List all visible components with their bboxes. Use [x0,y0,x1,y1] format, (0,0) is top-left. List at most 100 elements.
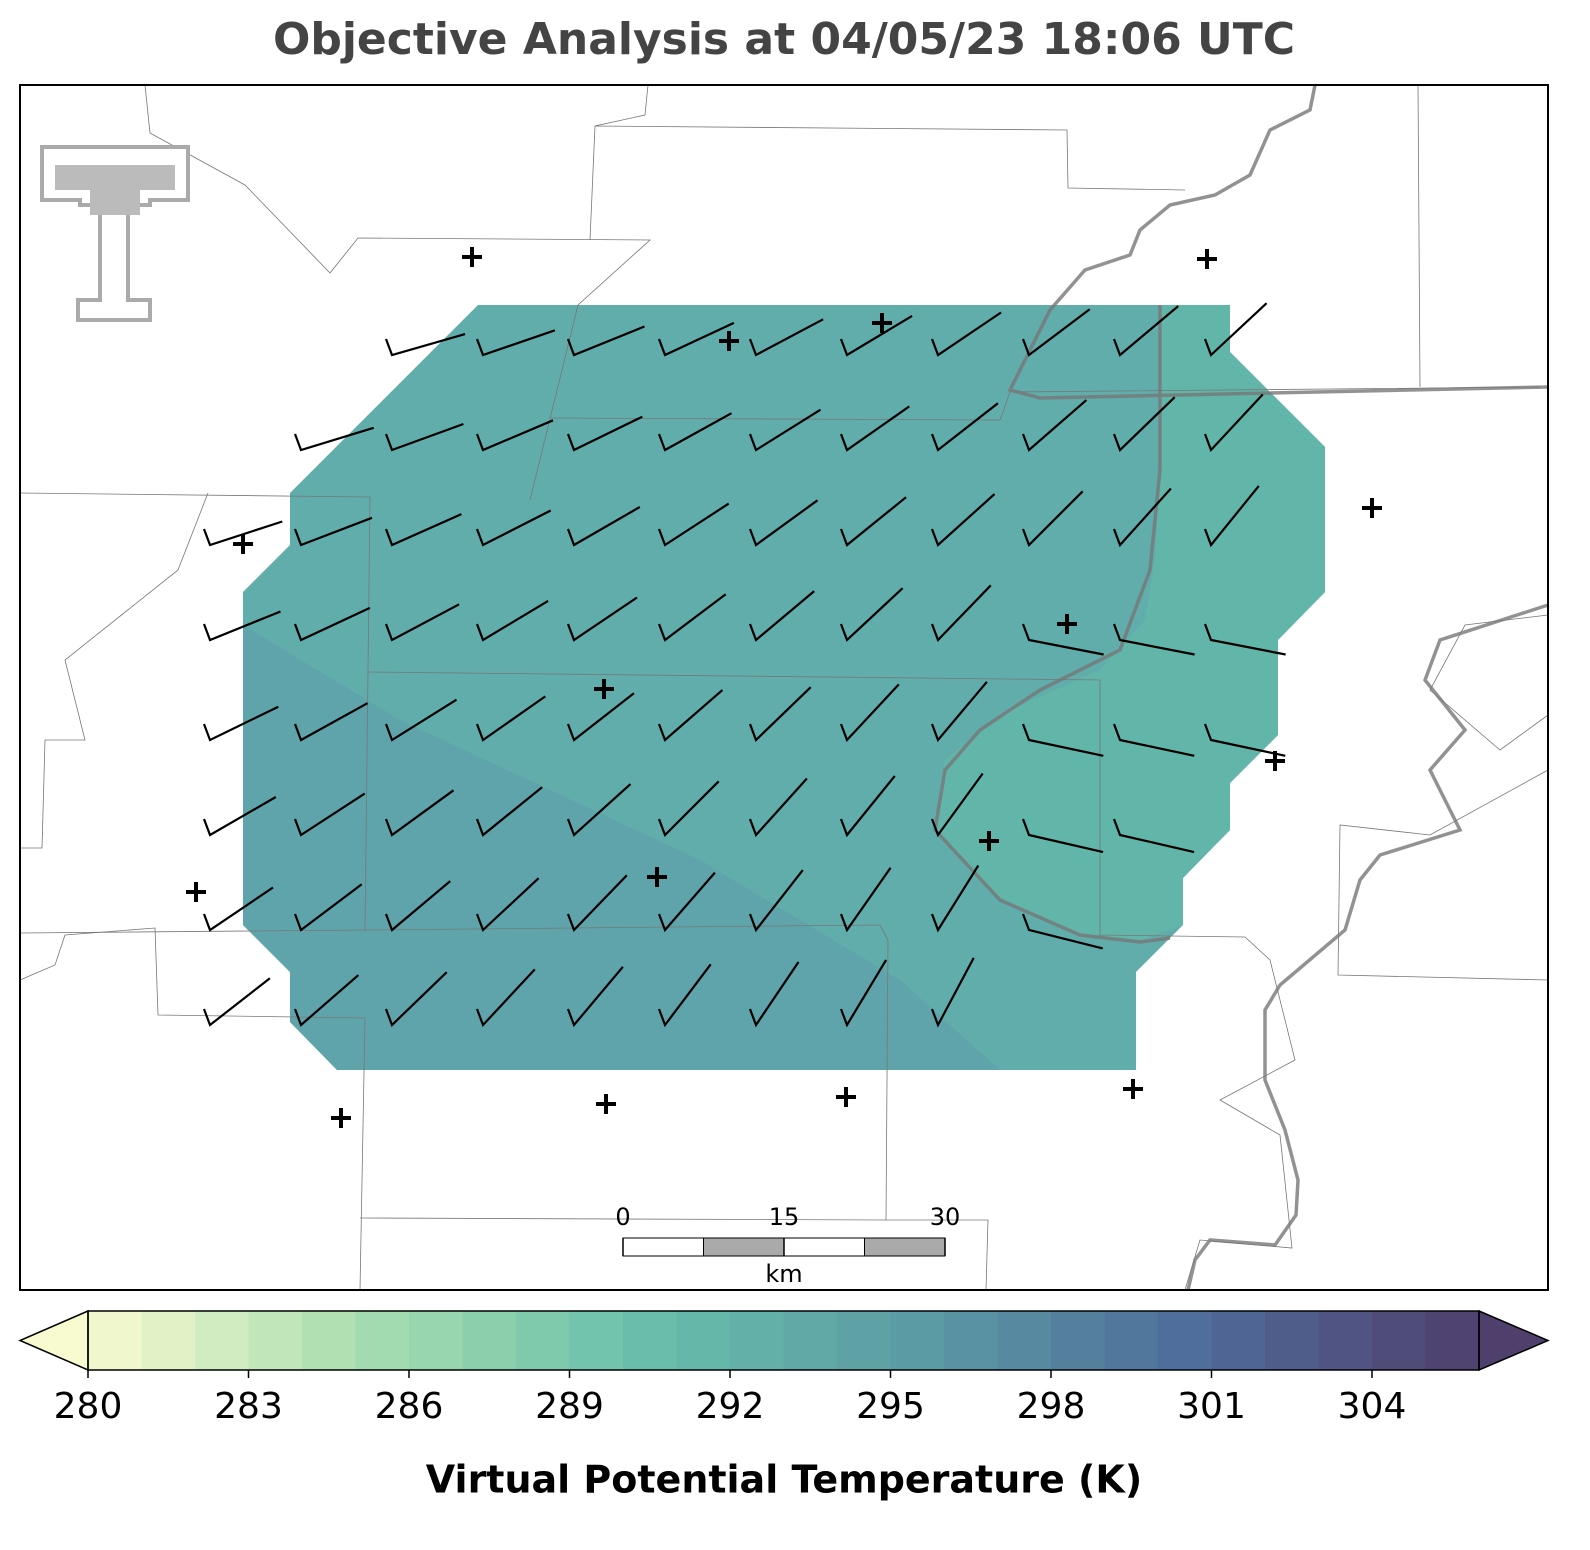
wind-barb [657,963,712,1028]
wind-barb [293,516,373,547]
wind-barb [475,329,556,357]
colorbar-bin [88,1311,142,1370]
wind-barb [566,874,628,933]
wind-barb [1203,302,1268,357]
map-frame [19,84,1549,1291]
colorbar-bin [730,1311,784,1370]
station [186,882,206,902]
wind-barb [1112,305,1179,357]
wind-barb [748,318,824,357]
colorbar-bin [837,1311,891,1370]
analysis-field-cool [243,625,1000,1070]
colorbar-bin [1051,1311,1105,1370]
colorbar-bin [302,1311,356,1370]
wind-barb [475,419,554,452]
wind-barb [930,493,996,547]
wind-barb [202,886,274,932]
colorbar-tick-label: 283 [214,1386,283,1427]
colorbar-tick-label: 289 [535,1386,604,1427]
wind-barb [657,689,724,742]
logo [40,145,190,322]
scale-bar: 0 15 30 km [615,1203,960,1288]
wind-barb [839,959,888,1028]
colorbar-tick-label: 292 [696,1386,765,1427]
wind-barb [1112,818,1195,854]
wind-barb [1021,723,1104,757]
colorbar-bin [1425,1311,1480,1370]
colorbar-bin [409,1311,463,1370]
wind-barb [839,587,904,642]
wind-barb [1021,399,1088,452]
wind-barb [566,692,635,742]
wind-barb [384,603,460,642]
colorbar-bin [944,1311,998,1370]
colorbar-bin [783,1311,838,1370]
colorbar-bin [676,1311,731,1370]
station [1057,614,1077,634]
station [647,867,667,887]
wind-barb [748,499,819,547]
station [1123,1079,1143,1099]
station [1197,249,1217,269]
colorbar-extend-high [1478,1309,1550,1372]
station [233,534,253,554]
scale-segment [622,1237,704,1257]
colorbar-tick-label: 286 [375,1386,444,1427]
colorbar-bin [516,1311,570,1370]
wind-barb [748,686,812,742]
colorbar-tick-label: 304 [1338,1386,1407,1427]
station [1362,498,1382,518]
wind-barb [566,966,624,1028]
wind-barb [293,702,369,742]
wind-barb [748,590,815,642]
colorbar-bin [462,1311,517,1370]
wind-barb [475,695,546,742]
station [462,247,482,267]
colorbar-bin [141,1311,196,1370]
wind-barb [657,321,735,357]
wind-barb [202,977,271,1027]
wind-barb [293,883,363,932]
scale-tick-label: 30 [930,1203,961,1231]
wind-barbs [202,302,1286,1028]
colorbar-bin [355,1311,410,1370]
colorbar-bin [1104,1311,1159,1370]
station [719,331,739,351]
wind-barb [384,513,462,547]
colorbar-bin [1158,1311,1212,1370]
wind-barb [839,314,913,357]
wind-barb [384,971,448,1027]
wind-barb [748,961,800,1028]
wind-barb [930,311,1002,357]
colorbar-bin [248,1311,303,1370]
colorbar-bin [569,1311,624,1370]
wind-barb [1112,623,1195,656]
wind-barb [930,864,980,933]
wind-barb [566,325,645,357]
scale-segment [864,1237,946,1257]
wind-barb [1203,623,1286,656]
wind-barb [930,957,975,1028]
wind-barb [1021,913,1103,950]
station [596,1094,616,1114]
wind-barb [839,405,910,452]
colorbar-bin [1265,1311,1319,1370]
wind-barb [475,786,543,837]
wind-barb [657,502,730,547]
wind-barb [657,593,727,642]
wind-barb [293,974,360,1027]
wind-barb [930,772,984,838]
wind-barb [1203,485,1260,548]
station [331,1108,351,1128]
colorbar-bin [1318,1311,1373,1370]
wind-barb [839,867,892,933]
scale-tick-label: 0 [615,1203,630,1231]
wind-barb [475,877,540,932]
colorbar-tick-label: 298 [1017,1386,1086,1427]
wind-barb [202,610,281,642]
wind-barb [930,402,999,452]
station [594,679,614,699]
wind-barb [566,596,638,642]
wind-barb [1021,490,1084,547]
